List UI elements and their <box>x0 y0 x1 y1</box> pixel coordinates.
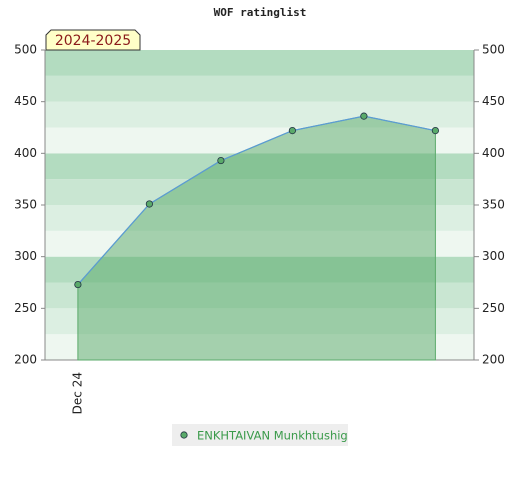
background-stripe <box>45 75 474 102</box>
legend-marker <box>180 431 188 439</box>
y2-tick-label: 200 <box>482 353 505 367</box>
point <box>217 156 225 165</box>
annotation: 2024-2025 <box>55 33 131 49</box>
x-tick-label: Dec 24 <box>70 372 84 414</box>
point <box>431 127 439 135</box>
chart-title: WOF ratinglist <box>214 6 307 19</box>
y-tick-label: 200 <box>14 353 37 367</box>
background-stripe <box>45 50 474 76</box>
y-tick-label: 250 <box>14 301 37 315</box>
point <box>360 112 368 120</box>
point <box>288 127 296 135</box>
y2-tick-label: 350 <box>482 198 505 212</box>
y-tick-label: 400 <box>14 146 37 160</box>
y-tick-label: 350 <box>14 198 37 212</box>
y2-tick-label: 300 <box>482 249 505 263</box>
y2-tick-label: 500 <box>482 43 505 57</box>
y-tick-label: 450 <box>14 94 37 108</box>
legend-box <box>172 424 348 446</box>
y2-tick-label: 400 <box>482 146 505 160</box>
point <box>145 200 153 208</box>
y-tick-label: 500 <box>14 43 37 57</box>
point <box>74 280 82 289</box>
y2-tick-label: 450 <box>482 94 505 108</box>
annotation-box <box>45 29 141 51</box>
y-tick-label: 300 <box>14 249 37 263</box>
legend-label: ENKHTAIVAN Munkhtushig <box>197 429 348 443</box>
line <box>77 115 436 285</box>
background-stripe <box>45 101 474 128</box>
y2-tick-label: 250 <box>482 301 505 315</box>
